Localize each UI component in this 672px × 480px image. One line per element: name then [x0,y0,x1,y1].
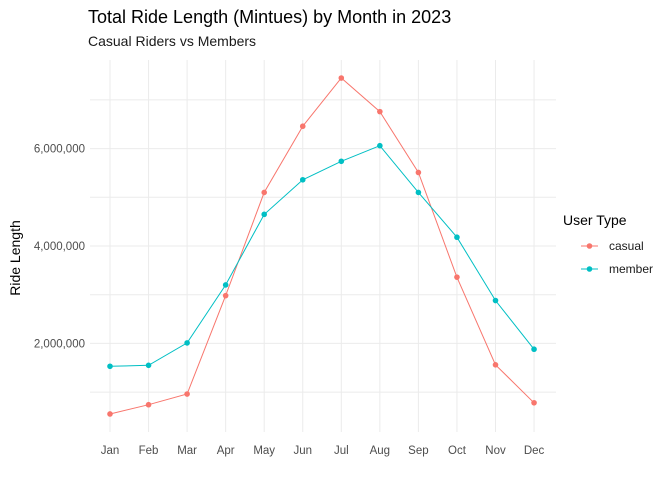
series-member [107,142,537,370]
x-tick-label: Aug [370,445,390,457]
legend-key-point [586,266,593,272]
legend-title: User Type [563,212,627,228]
data-point-member [338,158,345,165]
data-point-casual [299,123,306,130]
chart-subtitle: Casual Riders vs Members [88,33,256,49]
data-point-member [184,340,190,346]
data-point-casual [377,108,383,115]
data-point-member [145,362,152,369]
x-tick-label: Mar [177,445,197,457]
x-tick-label: Dec [524,445,545,457]
x-tick-label: Feb [139,445,159,457]
x-tick-label: Nov [485,445,506,457]
chart-title: Total Ride Length (Mintues) by Month in … [88,7,451,27]
y-tick-label: 2,000,000 [34,338,85,350]
data-point-casual [145,401,152,408]
data-point-member [492,297,499,304]
data-point-member [299,176,306,183]
data-point-casual [492,362,499,368]
x-tick-label: Jun [293,445,312,457]
data-point-casual [415,169,422,176]
grid [90,60,556,432]
x-tick-label: Jan [101,445,120,457]
y-tick-label: 4,000,000 [34,241,85,253]
x-tick-label: Sep [408,445,428,457]
data-point-member [415,189,422,196]
data-point-member [222,282,229,288]
x-axis-ticks: Jan Feb Mar Apr May Jun Jul Aug Sep Oct Nov Dec [101,445,545,457]
y-axis-title: Ride Length [7,220,23,296]
legend-label: casual [609,239,644,253]
series-line-casual [109,77,535,415]
data-point-member [107,363,113,370]
series-layer [107,75,537,417]
data-point-member [377,142,383,149]
data-point-casual [107,411,113,417]
data-point-casual [454,274,460,280]
series-casual [107,75,537,417]
data-point-casual [261,189,268,196]
data-point-member [531,346,537,353]
data-point-member [454,234,460,241]
data-point-member [261,211,268,218]
x-tick-label: Apr [217,445,235,457]
x-tick-label: May [253,445,275,457]
series-line-member [109,145,535,367]
legend-item-member: member [581,262,653,276]
legend-label: member [609,262,653,276]
x-tick-label: Oct [448,445,467,457]
legend-item-casual: casual [581,239,644,253]
y-tick-label: 6,000,000 [34,144,85,156]
y-axis-ticks: 2,000,000 4,000,000 6,000,000 [34,144,85,351]
data-point-casual [184,391,190,397]
x-tick-label: Jul [334,445,349,457]
data-point-casual [338,75,345,81]
legend: User Type casual member [563,212,653,276]
data-point-casual [222,292,229,299]
data-point-casual [531,399,537,406]
legend-key-point [586,243,593,249]
